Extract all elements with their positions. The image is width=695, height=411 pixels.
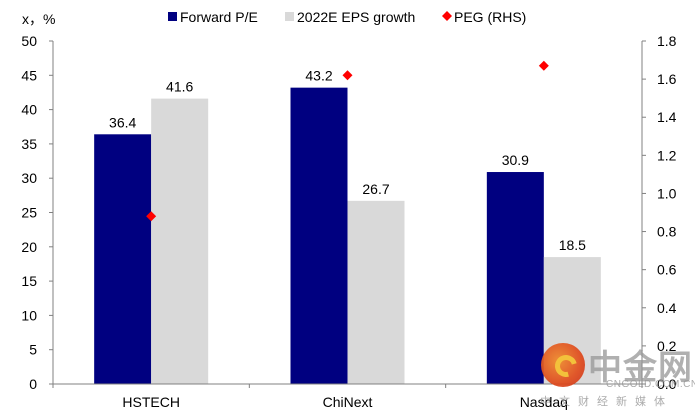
left-tick-label: 30 [21, 170, 37, 186]
right-tick-label: 0.6 [657, 262, 677, 278]
bar-data-label: 36.4 [109, 114, 136, 130]
legend-item: Forward P/E [168, 9, 258, 25]
right-tick-label: 1.6 [657, 71, 677, 87]
bar-data-label: 18.5 [559, 237, 586, 253]
left-tick-label: 35 [21, 136, 37, 152]
legend-label: Forward P/E [180, 9, 258, 25]
left-tick-label: 15 [21, 273, 37, 289]
bar-data-label: 43.2 [305, 68, 332, 84]
legend-swatch-icon [168, 12, 177, 21]
bar-forward-p-e [94, 134, 152, 384]
category-label: Nasdaq [520, 394, 568, 410]
right-tick-label: 1.2 [657, 147, 677, 163]
peg-marker [342, 70, 353, 81]
peg-marker [538, 60, 549, 71]
right-y-axis: 0.0 0.2 0.4 0.6 0.8 1.0 1.2 1.4 1.6 1.8 [641, 33, 677, 392]
legend-diamond-icon [442, 11, 452, 21]
bar-2022e-eps-growth [347, 200, 405, 384]
bar-2022e-eps-growth [151, 98, 209, 385]
right-tick-label: 1.0 [657, 185, 677, 201]
bar-data-label: 41.6 [166, 79, 193, 95]
category-label: ChiNext [323, 394, 373, 410]
bar-forward-p-e [290, 87, 348, 384]
legend-label: 2022E EPS growth [297, 9, 415, 25]
category-label: HSTECH [122, 394, 180, 410]
bars: 36.4 41.6 43.2 26.7 30.9 18.5 [94, 68, 601, 385]
left-tick-label: 20 [21, 239, 37, 255]
y-axis-unit-label: x，% [22, 11, 55, 27]
bar-2022e-eps-growth [543, 257, 601, 384]
bar-data-label: 30.9 [502, 152, 529, 168]
right-tick-label: 1.4 [657, 109, 677, 125]
left-tick-label: 45 [21, 67, 37, 83]
bar-forward-p-e [486, 172, 544, 384]
bar-data-label: 26.7 [362, 181, 389, 197]
peg-markers [146, 60, 549, 222]
right-tick-label: 0.0 [657, 376, 677, 392]
right-tick-label: 0.4 [657, 300, 677, 316]
right-tick-label: 0.8 [657, 224, 677, 240]
left-y-axis: 0 5 10 15 20 25 30 35 40 45 50 [21, 33, 54, 392]
legend: Forward P/E 2022E EPS growth PEG (RHS) [168, 9, 526, 25]
legend-label: PEG (RHS) [454, 9, 526, 25]
x-axis: HSTECH ChiNext Nasdaq [52, 383, 643, 410]
legend-item: PEG (RHS) [442, 9, 526, 25]
right-tick-label: 1.8 [657, 33, 677, 49]
left-tick-label: 25 [21, 205, 37, 221]
left-tick-label: 0 [29, 376, 37, 392]
peg-marker [146, 211, 157, 222]
left-tick-label: 40 [21, 102, 37, 118]
left-tick-label: 10 [21, 307, 37, 323]
legend-swatch-icon [285, 12, 294, 21]
left-tick-label: 50 [21, 33, 37, 49]
left-tick-label: 5 [29, 342, 37, 358]
right-tick-label: 0.2 [657, 338, 677, 354]
legend-item: 2022E EPS growth [285, 9, 415, 25]
